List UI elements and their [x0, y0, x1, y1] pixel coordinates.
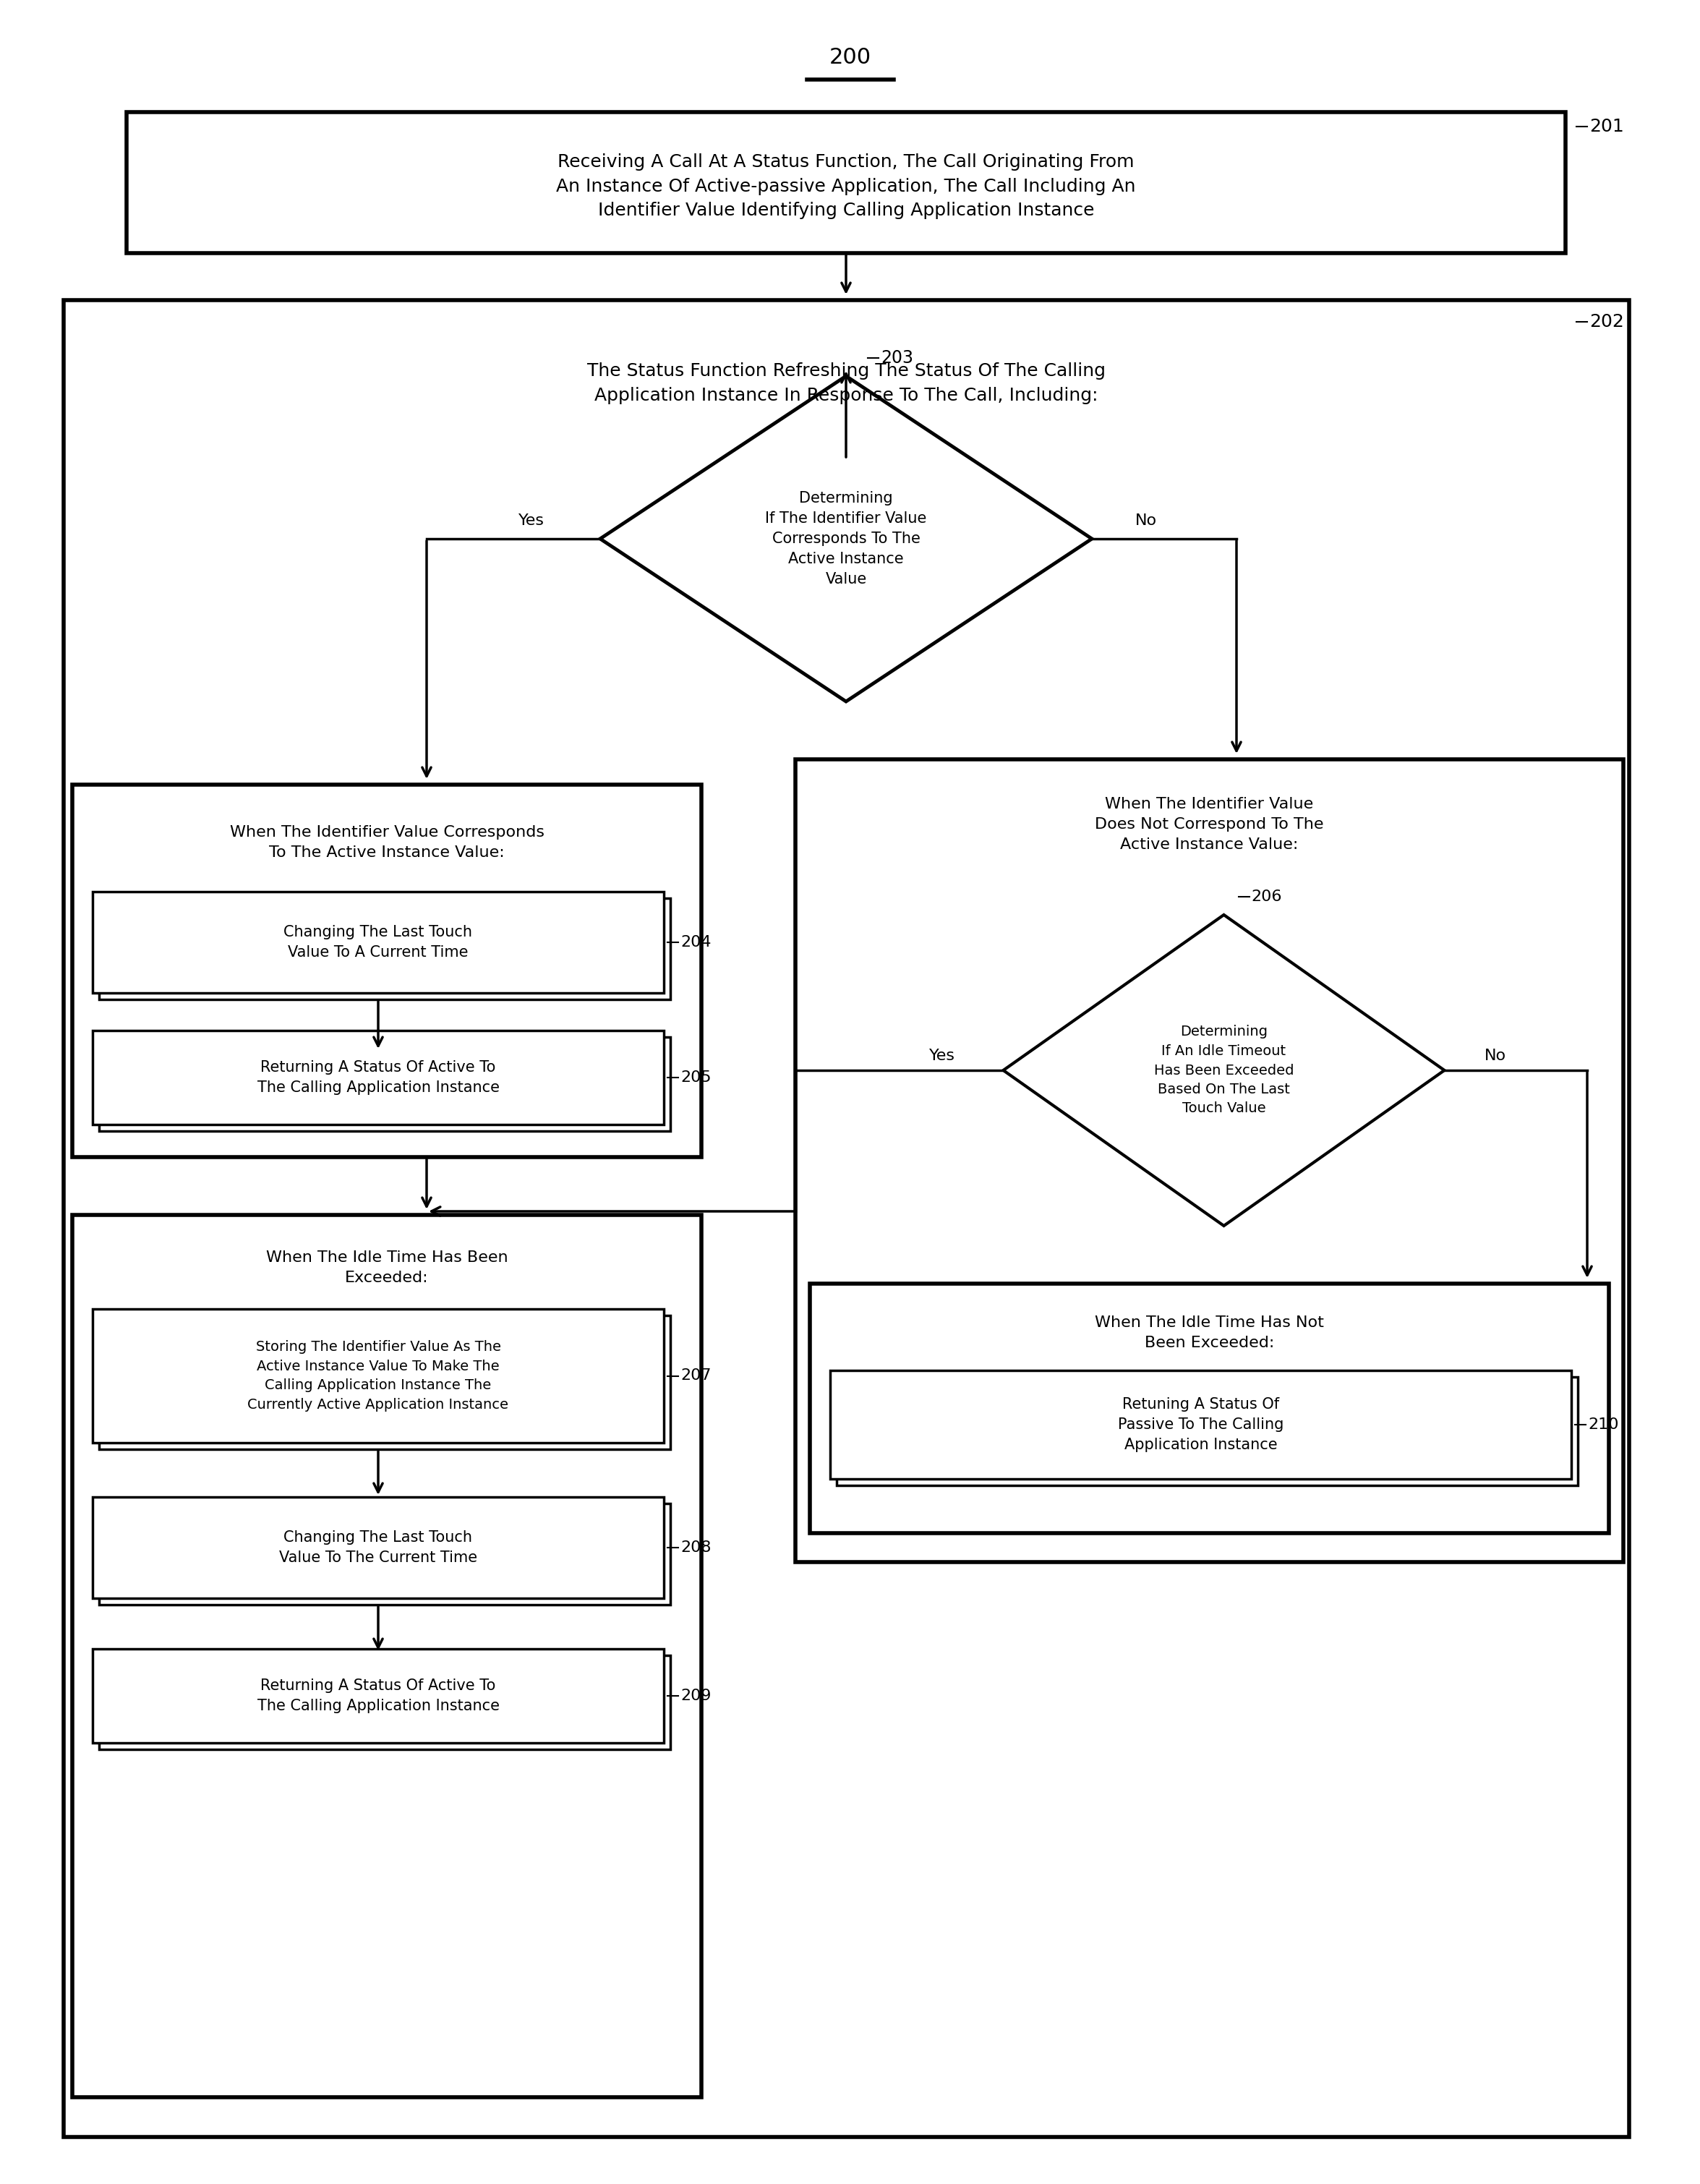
Bar: [830, 1369, 1571, 1479]
Bar: [99, 1037, 670, 1131]
Bar: [126, 111, 1566, 253]
Bar: [99, 1315, 670, 1450]
Bar: [809, 1284, 1608, 1533]
Text: No: No: [1136, 513, 1158, 529]
Text: Yes: Yes: [928, 1048, 955, 1064]
Polygon shape: [1003, 915, 1445, 1225]
Polygon shape: [600, 376, 1091, 701]
Text: Determining
If An Idle Timeout
Has Been Exceeded
Based On The Last
Touch Value: Determining If An Idle Timeout Has Been …: [1154, 1024, 1294, 1116]
Text: 209: 209: [680, 1688, 711, 1704]
Bar: [836, 1376, 1578, 1485]
Bar: [92, 891, 663, 994]
Text: 208: 208: [680, 1540, 711, 1555]
Bar: [63, 299, 1629, 2136]
Text: When The Idle Time Has Been
Exceeded:: When The Idle Time Has Been Exceeded:: [265, 1251, 508, 1284]
Text: Determining
If The Identifier Value
Corresponds To The
Active Instance
Value: Determining If The Identifier Value Corr…: [765, 491, 926, 587]
Text: Returning A Status Of Active To
The Calling Application Instance: Returning A Status Of Active To The Call…: [257, 1679, 500, 1712]
Text: When The Identifier Value Corresponds
To The Active Instance Value:: When The Identifier Value Corresponds To…: [230, 826, 544, 860]
Text: 210: 210: [1588, 1417, 1618, 1433]
Text: 204: 204: [680, 935, 711, 950]
Bar: [92, 1649, 663, 1743]
Text: 206: 206: [1251, 889, 1282, 904]
Text: 207: 207: [680, 1369, 711, 1382]
Bar: [73, 1214, 702, 2097]
Text: Retuning A Status Of
Passive To The Calling
Application Instance: Retuning A Status Of Passive To The Call…: [1119, 1398, 1284, 1452]
Text: Changing The Last Touch
Value To A Current Time: Changing The Last Touch Value To A Curre…: [284, 926, 473, 959]
Text: Returning A Status Of Active To
The Calling Application Instance: Returning A Status Of Active To The Call…: [257, 1059, 500, 1094]
Text: 200: 200: [830, 48, 870, 68]
Bar: [99, 1503, 670, 1605]
Text: 202: 202: [1590, 312, 1623, 330]
Text: Receiving A Call At A Status Function, The Call Originating From
An Instance Of : Receiving A Call At A Status Function, T…: [556, 153, 1136, 218]
Bar: [73, 784, 702, 1158]
Text: When The Idle Time Has Not
Been Exceeded:: When The Idle Time Has Not Been Exceeded…: [1095, 1315, 1324, 1350]
Bar: [99, 898, 670, 1000]
Bar: [92, 1496, 663, 1599]
Text: Storing The Identifier Value As The
Active Instance Value To Make The
Calling Ap: Storing The Identifier Value As The Acti…: [248, 1341, 508, 1411]
Bar: [796, 760, 1623, 1562]
Bar: [92, 1031, 663, 1125]
Text: When The Identifier Value
Does Not Correspond To The
Active Instance Value:: When The Identifier Value Does Not Corre…: [1095, 797, 1324, 852]
Text: The Status Function Refreshing The Status Of The Calling
Application Instance In: The Status Function Refreshing The Statu…: [586, 363, 1105, 404]
Text: Yes: Yes: [518, 513, 544, 529]
Text: Changing The Last Touch
Value To The Current Time: Changing The Last Touch Value To The Cur…: [279, 1531, 478, 1566]
Text: 203: 203: [881, 349, 913, 367]
Text: 201: 201: [1590, 118, 1623, 135]
Bar: [99, 1655, 670, 1749]
Text: No: No: [1484, 1048, 1506, 1064]
Text: 205: 205: [680, 1070, 711, 1085]
Bar: [92, 1308, 663, 1444]
